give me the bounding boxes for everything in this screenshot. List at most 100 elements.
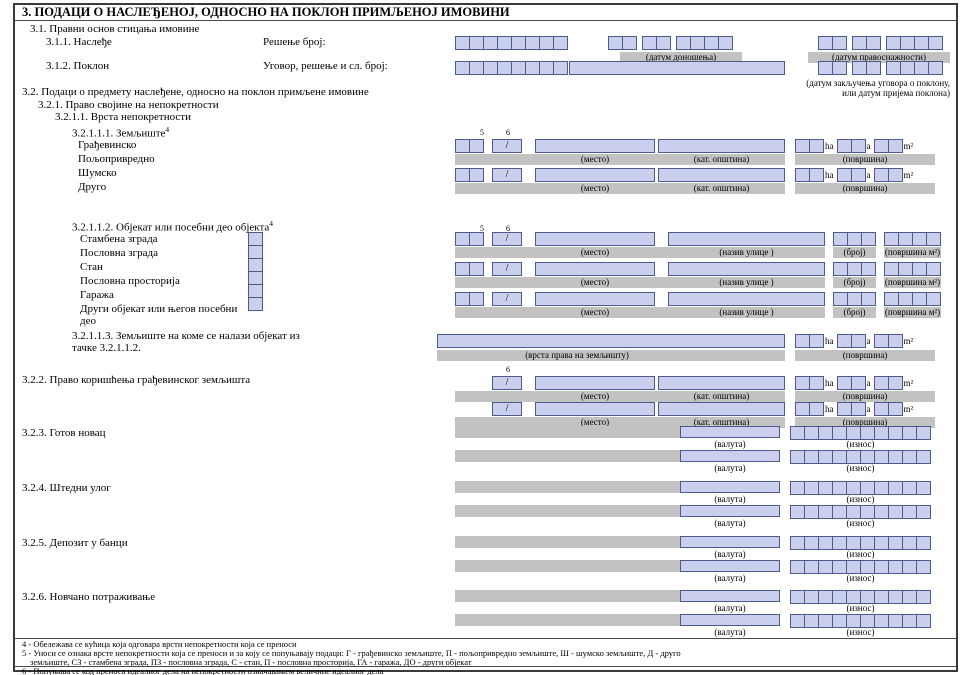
input-cell[interactable] [860, 426, 875, 440]
input-cell[interactable] [525, 36, 540, 50]
input-cell[interactable] [790, 450, 805, 464]
input-cell[interactable] [898, 232, 913, 246]
input-cell[interactable] [888, 481, 903, 495]
input-cell[interactable] [852, 36, 867, 50]
iznos-cells[interactable] [790, 426, 931, 440]
object-type-code-cells[interactable] [455, 232, 484, 246]
input-cell[interactable] [469, 292, 484, 306]
input-cell[interactable] [902, 481, 917, 495]
input-cell[interactable] [874, 614, 889, 628]
kat-opstina-field[interactable] [658, 168, 785, 182]
input-cell[interactable] [622, 36, 637, 50]
ugovor-broj-cells[interactable] [455, 61, 568, 75]
input-cell[interactable] [926, 232, 941, 246]
input-cell[interactable] [818, 536, 833, 550]
input-cell[interactable] [846, 590, 861, 604]
input-cell[interactable] [804, 481, 819, 495]
ulica-field[interactable] [668, 292, 825, 306]
input-cell[interactable] [832, 426, 847, 440]
date-donosenja-field[interactable] [608, 36, 733, 50]
input-cell[interactable] [912, 292, 927, 306]
ideal-share-field[interactable]: / [492, 139, 522, 153]
iznos-cells[interactable] [790, 560, 931, 574]
input-cell[interactable] [832, 61, 847, 75]
input-cell[interactable] [248, 258, 263, 272]
ugovor-extra-field[interactable] [569, 61, 785, 75]
input-cell[interactable] [887, 334, 903, 348]
valuta-field[interactable] [680, 450, 780, 462]
input-cell[interactable] [874, 426, 889, 440]
date-pravosnaznosti-field[interactable] [818, 36, 943, 50]
date-year-cells[interactable] [886, 61, 943, 75]
input-cell[interactable] [804, 590, 819, 604]
input-cell[interactable] [873, 376, 889, 390]
input-cell[interactable] [483, 61, 498, 75]
input-cell[interactable] [850, 139, 866, 153]
area-ha-cells[interactable] [795, 168, 824, 182]
land-type-code-cells[interactable] [455, 168, 484, 182]
input-cell[interactable] [497, 61, 512, 75]
input-cell[interactable] [912, 232, 927, 246]
input-cell[interactable] [818, 481, 833, 495]
input-cell[interactable] [818, 560, 833, 574]
area-a-cells[interactable] [836, 139, 866, 153]
input-cell[interactable] [860, 481, 875, 495]
iznos-cells[interactable] [790, 536, 931, 550]
area-ha-cells[interactable] [795, 334, 824, 348]
ideal-share-field[interactable]: / [492, 232, 522, 246]
input-cell[interactable] [888, 590, 903, 604]
input-cell[interactable] [553, 61, 568, 75]
input-cell[interactable] [704, 36, 719, 50]
input-cell[interactable] [455, 292, 470, 306]
input-cell[interactable] [248, 284, 263, 298]
input-cell[interactable] [914, 61, 929, 75]
input-cell[interactable] [690, 36, 705, 50]
input-cell[interactable] [469, 139, 484, 153]
input-cell[interactable] [833, 292, 848, 306]
input-cell[interactable] [836, 168, 852, 182]
input-cell[interactable] [795, 402, 810, 416]
object-type-code-cells[interactable] [455, 292, 484, 306]
input-cell[interactable] [873, 139, 889, 153]
ideal-share-field[interactable]: / [492, 292, 522, 306]
date-day-cells[interactable] [608, 36, 637, 50]
input-cell[interactable] [832, 560, 847, 574]
mesto-field[interactable] [535, 292, 655, 306]
input-cell[interactable] [553, 36, 568, 50]
input-cell[interactable] [836, 402, 852, 416]
iznos-cells[interactable] [790, 450, 931, 464]
input-cell[interactable] [902, 614, 917, 628]
input-cell[interactable] [833, 262, 848, 276]
input-cell[interactable] [860, 590, 875, 604]
input-cell[interactable] [790, 614, 805, 628]
input-cell[interactable] [847, 292, 862, 306]
date-month-cells[interactable] [852, 36, 881, 50]
povrsina-m2-cells[interactable] [884, 262, 941, 276]
input-cell[interactable] [888, 560, 903, 574]
input-cell[interactable] [836, 334, 852, 348]
input-cell[interactable] [656, 36, 671, 50]
input-cell[interactable] [795, 334, 810, 348]
input-cell[interactable] [846, 426, 861, 440]
date-day-cells[interactable] [818, 61, 847, 75]
input-cell[interactable] [874, 560, 889, 574]
input-cell[interactable] [884, 232, 899, 246]
valuta-field[interactable] [680, 560, 780, 572]
valuta-field[interactable] [680, 426, 780, 438]
input-cell[interactable] [809, 168, 824, 182]
input-cell[interactable] [900, 61, 915, 75]
input-cell[interactable] [804, 450, 819, 464]
input-cell[interactable] [916, 481, 931, 495]
input-cell[interactable] [790, 481, 805, 495]
input-cell[interactable] [888, 614, 903, 628]
input-cell[interactable] [832, 36, 847, 50]
iznos-cells[interactable] [790, 614, 931, 628]
input-cell[interactable] [832, 450, 847, 464]
input-cell[interactable] [874, 505, 889, 519]
input-cell[interactable] [809, 334, 824, 348]
input-cell[interactable] [928, 61, 943, 75]
iznos-cells[interactable] [790, 590, 931, 604]
input-cell[interactable] [898, 292, 913, 306]
input-cell[interactable] [884, 292, 899, 306]
input-cell[interactable] [900, 36, 915, 50]
